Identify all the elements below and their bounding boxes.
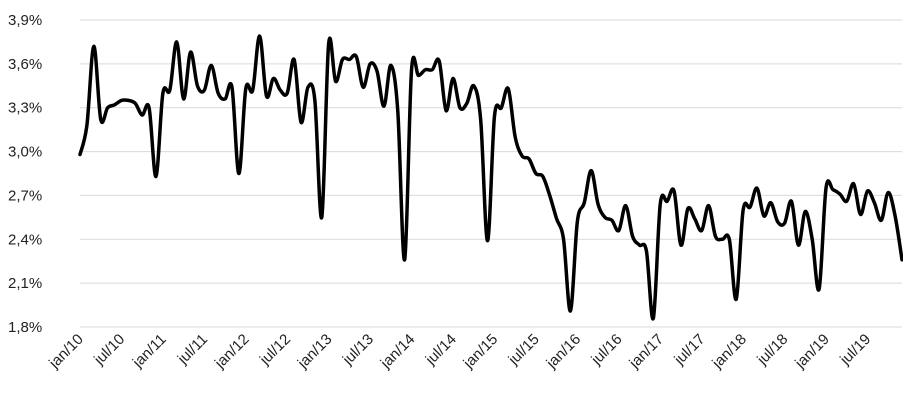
x-tick-label: jan/17 bbox=[625, 331, 667, 373]
x-tick-label: jul/12 bbox=[256, 331, 294, 369]
x-tick-label: jan/14 bbox=[377, 331, 419, 373]
series-line bbox=[78, 34, 903, 321]
x-tick-label: jan/15 bbox=[460, 331, 502, 373]
x-tick-label: jan/16 bbox=[543, 331, 585, 373]
y-tick-label: 2,4% bbox=[8, 231, 42, 248]
x-tick-label: jan/12 bbox=[211, 331, 253, 373]
y-tick-label: 3,3% bbox=[8, 100, 42, 117]
x-tick-label: jan/11 bbox=[129, 331, 170, 372]
x-tick-label: jul/14 bbox=[422, 331, 460, 369]
y-tick-label: 1,8% bbox=[8, 319, 42, 336]
y-tick-label: 2,7% bbox=[8, 187, 42, 204]
x-tick-label: jul/13 bbox=[339, 331, 377, 369]
x-tick-label: jul/19 bbox=[836, 331, 874, 369]
series-group bbox=[78, 34, 903, 321]
x-axis-tick-labels: jan/10 jul/10 jan/11 jul/11 jan/12 jul/12 jan/… bbox=[45, 331, 874, 373]
x-tick-label: jul/11 bbox=[174, 331, 211, 368]
x-tick-label: jul/18 bbox=[753, 331, 791, 369]
x-tick-label: jan/13 bbox=[294, 331, 336, 373]
y-tick-label: 3,0% bbox=[8, 144, 42, 161]
y-tick-label: 3,9% bbox=[8, 12, 42, 29]
y-tick-label: 3,6% bbox=[8, 56, 42, 73]
y-axis-tick-labels: 1,8% 2,1% 2,4% 2,7% 3,0% 3,3% 3,6% 3,9% bbox=[8, 12, 42, 336]
x-tick-label: jul/15 bbox=[505, 331, 543, 369]
x-tick-label: jan/19 bbox=[791, 331, 833, 373]
x-tick-label: jul/17 bbox=[670, 331, 708, 369]
x-tick-label: jul/16 bbox=[588, 331, 626, 369]
x-tick-label: jan/10 bbox=[45, 331, 87, 373]
x-tick-label: jul/10 bbox=[90, 331, 128, 369]
y-tick-label: 2,1% bbox=[8, 275, 42, 292]
x-tick-label: jan/18 bbox=[708, 331, 750, 373]
